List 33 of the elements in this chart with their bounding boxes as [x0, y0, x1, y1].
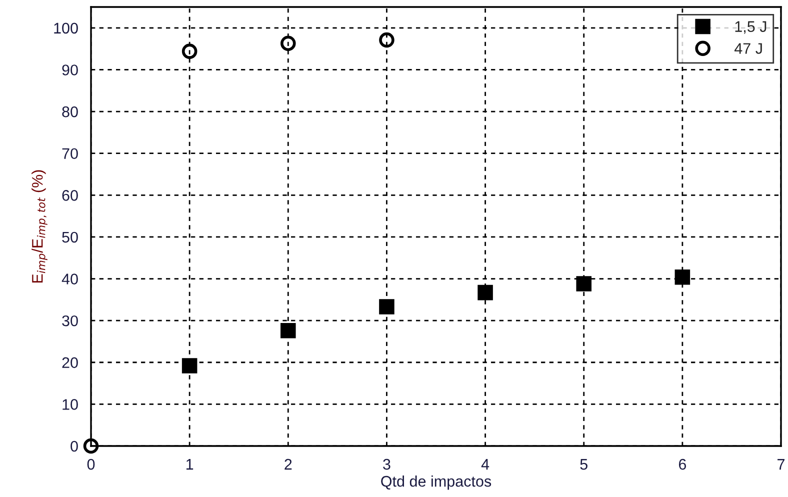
x-tick-label: 3	[383, 458, 390, 470]
y-tick-label: 80	[62, 106, 78, 118]
x-tick-label: 1	[186, 459, 194, 470]
x-tick-label: 5	[580, 459, 588, 470]
y-tick-label: 10	[62, 399, 78, 410]
y-tick-label: 90	[62, 64, 78, 76]
point	[182, 358, 198, 374]
point	[280, 322, 296, 338]
y-tick-label: 60	[62, 190, 78, 201]
point	[478, 284, 493, 300]
legend-label: 1,5 J	[735, 21, 766, 34]
point	[379, 299, 394, 314]
point	[379, 32, 394, 48]
x-tick-label: 6	[678, 458, 686, 470]
x-axis-title: Qtd de impactos	[381, 476, 492, 490]
legend-label: 47 J	[734, 43, 762, 54]
y-tick-label: 20	[62, 357, 78, 368]
y-tick-label: 30	[62, 315, 78, 326]
x-tick-label: 7	[778, 459, 784, 470]
y-tick-label: 100	[54, 22, 78, 34]
point	[576, 276, 592, 292]
point	[182, 44, 198, 59]
y-tick-label: 50	[62, 232, 78, 243]
x-tick-label: 0	[87, 458, 95, 470]
point	[280, 36, 296, 52]
point	[674, 269, 690, 285]
x-tick-label: 2	[284, 458, 292, 470]
y-axis-title: E$_{imp}$/E$_{imp,tot}$ (%)	[32, 170, 48, 283]
x-tick-label: 4	[481, 459, 490, 470]
point	[83, 438, 99, 454]
y-tick-label: 0	[70, 440, 78, 452]
y-tick-label: 40	[62, 274, 78, 284]
y-tick-label: 70	[62, 148, 78, 160]
